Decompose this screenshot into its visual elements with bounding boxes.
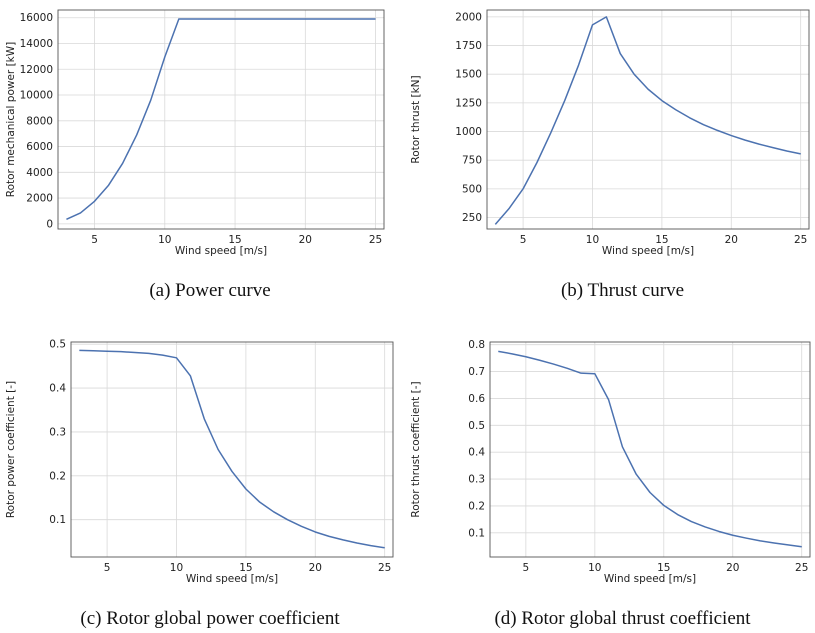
thrust-x-tick-label-1: 10 [586, 234, 599, 246]
ct-y-tick-label-0: 0.1 [468, 527, 485, 539]
ct-x-tick-label-1: 10 [588, 562, 601, 574]
thrust-coefficient-caption: (d) Rotor global thrust coefficient [494, 608, 751, 629]
power-y-tick-label-4: 8000 [26, 115, 53, 127]
thrust-curve-panel: 5 10 15 20 25 250 500 750 1000 1250 1500 1750 2000 Wi… [405, 0, 815, 270]
cp-series-line [79, 349, 385, 549]
power-y-tick-label-0: 0 [46, 218, 53, 230]
cp-y-tick-label-4: 0.5 [49, 339, 66, 351]
ct-y-tick-label-5: 0.6 [468, 393, 485, 405]
power-curve-caption: (a) Power curve [149, 280, 271, 301]
power-x-tick-label-3: 20 [299, 234, 312, 246]
thrust-x-axis-label: Wind speed [m/s] [602, 245, 694, 257]
thrust-x-tick-label-3: 20 [725, 234, 738, 246]
ct-y-tick-label-6: 0.7 [468, 366, 485, 378]
ct-x-axis-label: Wind speed [m/s] [604, 573, 696, 585]
ct-x-tick-label-4: 25 [795, 562, 808, 574]
power-y-tick-label-7: 14000 [20, 38, 53, 50]
thrust-y-tick-label-3: 1000 [455, 126, 482, 138]
power-x-axis-label: Wind speed [m/s] [175, 245, 267, 257]
ct-plot-frame [489, 341, 811, 558]
ct-y-tick-label-4: 0.5 [468, 420, 485, 432]
power-y-tick-label-1: 2000 [26, 193, 53, 205]
thrust-coefficient-chart: 5 10 15 20 25 0.1 0.2 0.3 0.4 0.5 0.6 0.7 0.8 Wind sp… [410, 339, 811, 585]
cp-x-tick-label-4: 25 [378, 562, 391, 574]
power-y-tick-label-6: 12000 [20, 64, 53, 76]
ct-x-tick-label-3: 20 [726, 562, 739, 574]
thrust-series-line [494, 16, 801, 225]
thrust-y-tick-label-2: 750 [462, 155, 482, 167]
thrust-plot-frame [486, 9, 810, 230]
thrust-y-axis-label: Rotor thrust [kN] [410, 75, 422, 163]
power-series-line [66, 18, 376, 221]
thrust-x-tick-label-4: 25 [794, 234, 807, 246]
power-plot-frame [57, 9, 385, 230]
power-curve-chart: 5 10 15 20 25 0 2000 4000 6000 8000 10000 12000 1400… [5, 9, 385, 257]
thrust-y-tick-label-0: 250 [462, 212, 482, 224]
thrust-y-tick-label-5: 1500 [455, 69, 482, 81]
power-x-tick-label-4: 25 [369, 234, 382, 246]
cp-y-axis-label: Rotor power coefficient [-] [5, 381, 17, 518]
power-x-tick-label-0: 5 [91, 234, 98, 246]
cp-x-tick-label-1: 10 [170, 562, 183, 574]
cp-y-tick-label-3: 0.4 [49, 383, 66, 395]
thrust-coefficient-panel: 5 10 15 20 25 0.1 0.2 0.3 0.4 0.5 0.6 0.7 0.8 Wind sp… [405, 330, 815, 600]
thrust-y-tick-label-7: 2000 [455, 11, 482, 23]
ct-x-tick-label-2: 15 [657, 562, 670, 574]
power-y-tick-label-8: 16000 [20, 12, 53, 24]
cp-x-tick-label-0: 5 [104, 562, 111, 574]
power-y-axis-label: Rotor mechanical power [kW] [5, 42, 17, 197]
power-curve-panel: 5 10 15 20 25 0 2000 4000 6000 8000 10000 12000 1400… [0, 0, 400, 270]
power-y-tick-label-2: 4000 [26, 167, 53, 179]
cp-y-tick-label-1: 0.2 [49, 470, 66, 482]
ct-y-tick-label-2: 0.3 [468, 474, 485, 486]
power-y-tick-label-3: 6000 [26, 141, 53, 153]
cp-x-tick-label-3: 20 [309, 562, 322, 574]
ct-x-tick-label-0: 5 [523, 562, 530, 574]
power-x-tick-label-2: 15 [228, 234, 241, 246]
ct-y-tick-label-7: 0.8 [468, 339, 485, 351]
thrust-x-tick-label-0: 5 [520, 234, 527, 246]
cp-plot-frame [70, 341, 394, 558]
power-coefficient-panel: 5 10 15 20 25 0.1 0.2 0.3 0.4 0.5 Wind speed [m/s]… [0, 330, 400, 600]
ct-y-tick-label-1: 0.2 [468, 500, 485, 512]
thrust-y-tick-label-6: 1750 [455, 40, 482, 52]
thrust-y-tick-label-1: 500 [462, 183, 482, 195]
thrust-curve-chart: 5 10 15 20 25 250 500 750 1000 1250 1500 1750 2000 Wi… [410, 9, 810, 257]
cp-y-tick-label-2: 0.3 [49, 426, 66, 438]
thrust-curve-caption: (b) Thrust curve [560, 280, 685, 301]
cp-x-axis-label: Wind speed [m/s] [186, 573, 278, 585]
power-y-tick-label-5: 10000 [20, 90, 53, 102]
power-x-tick-label-1: 10 [158, 234, 171, 246]
ct-series-line [498, 350, 802, 548]
power-coefficient-caption: (c) Rotor global power coefficient [80, 608, 340, 629]
ct-y-tick-label-3: 0.4 [468, 447, 485, 459]
cp-y-tick-label-0: 0.1 [49, 514, 66, 526]
thrust-y-tick-label-4: 1250 [455, 97, 482, 109]
cp-x-tick-label-2: 15 [239, 562, 252, 574]
ct-y-axis-label: Rotor thrust coefficient [-] [410, 381, 422, 517]
thrust-x-tick-label-2: 15 [655, 234, 668, 246]
power-coefficient-chart: 5 10 15 20 25 0.1 0.2 0.3 0.4 0.5 Wind speed [m/s]… [5, 339, 394, 585]
